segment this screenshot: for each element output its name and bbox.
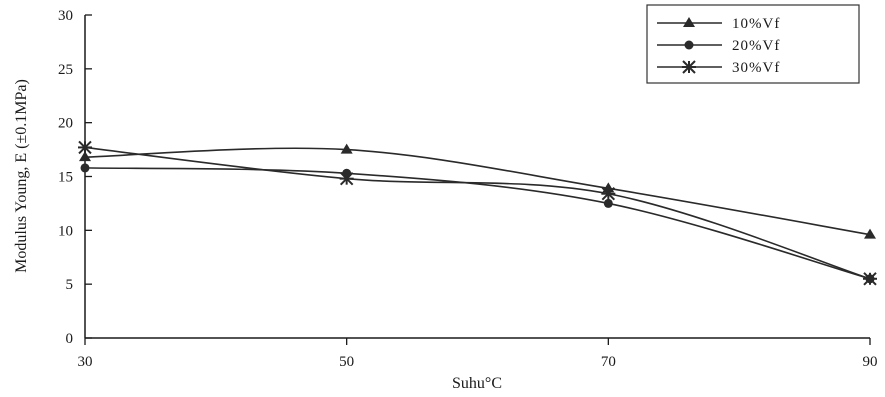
x-tick-label: 30 <box>78 354 93 370</box>
legend-marker-1 <box>683 17 695 27</box>
legend-marker-3 <box>682 60 696 74</box>
data-point-series-1 <box>340 143 353 154</box>
y-tick-label: 0 <box>66 331 74 347</box>
legend-label-3: 30%Vf <box>732 60 780 76</box>
series-line-1 <box>84 147 871 236</box>
series-line-2 <box>84 167 871 280</box>
data-point-series-1 <box>864 228 876 239</box>
y-tick-label: 15 <box>58 170 73 186</box>
x-tick-label: 50 <box>339 354 354 370</box>
legend-box <box>646 4 860 84</box>
data-point-series-3 <box>863 272 877 286</box>
data-point-series-2 <box>80 163 90 173</box>
data-point-series-3 <box>339 171 354 186</box>
y-axis-label: Modulus Young, E (±0.1MPa) <box>13 79 30 273</box>
y-tick-label: 25 <box>58 62 73 78</box>
legend: 10%Vf 20%Vf 30%Vf <box>646 4 860 84</box>
series-lines <box>84 146 871 280</box>
data-point-series-3 <box>78 140 92 155</box>
tick-marks <box>84 14 871 345</box>
data-point-series-2 <box>603 198 613 208</box>
tick-labels: 0 5 10 15 20 25 30 30 50 70 90 <box>58 8 878 370</box>
x-tick-label: 70 <box>601 354 616 370</box>
legend-marker-2 <box>684 40 694 50</box>
legend-label-2: 20%Vf <box>732 38 780 54</box>
series-markers <box>78 140 877 286</box>
data-point-series-1 <box>79 151 91 162</box>
x-axis-label: Suhu°C <box>452 375 502 392</box>
data-point-series-3 <box>601 187 616 201</box>
y-tick-label: 5 <box>66 277 74 293</box>
series-line-3 <box>84 146 871 280</box>
y-tick-label: 30 <box>58 8 73 24</box>
legend-label-1: 10%Vf <box>732 16 780 32</box>
y-tick-label: 10 <box>58 223 73 239</box>
y-tick-label: 20 <box>58 116 73 132</box>
x-tick-label: 90 <box>863 354 878 370</box>
